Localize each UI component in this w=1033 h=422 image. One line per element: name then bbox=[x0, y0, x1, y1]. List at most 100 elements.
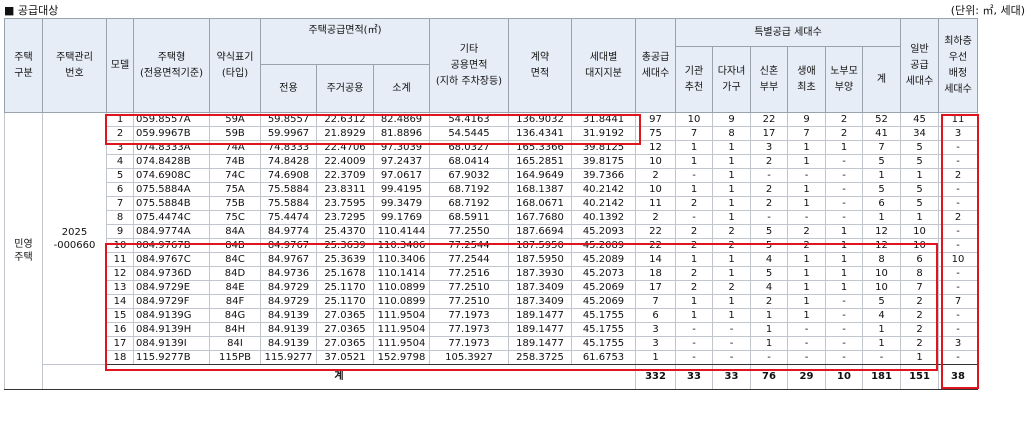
table-row: 11 084.9767C 84C 84.9767 25.3639 110.3406 77.2… bbox=[5, 252, 978, 267]
cell-other-common: 77.1973 bbox=[429, 322, 509, 337]
cell-contract-area: 258.3725 bbox=[508, 350, 572, 365]
col-newlywed: 신혼 부부 bbox=[750, 46, 788, 113]
col-land-share: 세대별 대지지분 bbox=[571, 18, 636, 113]
cell-land-share: 45.2089 bbox=[571, 238, 636, 253]
cell-newlywed: - bbox=[750, 210, 788, 225]
cell-land-share: 40.2142 bbox=[571, 182, 636, 197]
cell-contract-area: 187.5950 bbox=[508, 252, 572, 267]
supply-table: 주택 구분 주택관리 번호 모델 주택형 (전용면적기준) 약식표기 (타입) … bbox=[4, 18, 978, 390]
cell-subtotal: 97.3039 bbox=[373, 140, 430, 155]
cell-multi-child: 8 bbox=[712, 126, 751, 141]
table-row: 8 075.4474C 75C 75.4474 23.7295 99.1769 68.591… bbox=[5, 210, 978, 225]
table-row: 12 084.9736D 84D 84.9736 25.1678 110.1414 77.2… bbox=[5, 266, 978, 281]
cell-general: 2 bbox=[900, 294, 939, 309]
table-row: 13 084.9729E 84E 84.9729 25.1170 110.0899 77.2… bbox=[5, 280, 978, 295]
cell-special-total: 6 bbox=[862, 196, 901, 211]
cell-subtotal: 152.9798 bbox=[373, 350, 430, 365]
cell-lowest-floor: - bbox=[938, 280, 978, 295]
cell-model: 2 bbox=[106, 126, 134, 141]
cell-residential-common: 27.0365 bbox=[316, 322, 374, 337]
col-total-supply: 총공급 세대수 bbox=[635, 18, 676, 113]
cell-lowest-floor: 2 bbox=[938, 168, 978, 183]
cell-contract-area: 187.5950 bbox=[508, 238, 572, 253]
cell-newlywed: 1 bbox=[750, 308, 788, 323]
cell-lowest-floor: 7 bbox=[938, 294, 978, 309]
cell-institution: 1 bbox=[675, 182, 713, 197]
cell-special-total: 4 bbox=[862, 308, 901, 323]
cell-house-type: 084.9736D bbox=[133, 266, 210, 281]
cell-lowest-floor: - bbox=[938, 238, 978, 253]
cell-house-type: 074.8428B bbox=[133, 154, 210, 169]
cell-special-total: 1 bbox=[862, 210, 901, 225]
cell-house-type: 075.5884B bbox=[133, 196, 210, 211]
cell-residential-common: 22.4706 bbox=[316, 140, 374, 155]
table-row: 17 084.9139I 84I 84.9139 27.0365 111.9504 77.1… bbox=[5, 336, 978, 351]
cell-subtotal: 110.0899 bbox=[373, 280, 430, 295]
cell-contract-area: 136.4341 bbox=[508, 126, 572, 141]
cell-model: 15 bbox=[106, 308, 134, 323]
cell-land-share: 31.8441 bbox=[571, 112, 636, 127]
cell-newlywed: 1 bbox=[750, 322, 788, 337]
cell-land-share: 39.8125 bbox=[571, 140, 636, 155]
cell-residential-common: 25.1678 bbox=[316, 266, 374, 281]
cell-residential-common: 23.8311 bbox=[316, 182, 374, 197]
cell-type-label: 74C bbox=[209, 168, 261, 183]
cell-type-label: 84I bbox=[209, 336, 261, 351]
cell-model: 8 bbox=[106, 210, 134, 225]
cell-model: 14 bbox=[106, 294, 134, 309]
cell-institution: 2 bbox=[675, 280, 713, 295]
cell-institution: 1 bbox=[675, 154, 713, 169]
cell-general: 10 bbox=[900, 238, 939, 253]
table-head: 주택 구분 주택관리 번호 모델 주택형 (전용면적기준) 약식표기 (타입) … bbox=[4, 18, 978, 113]
cell-newlywed: 5 bbox=[750, 224, 788, 239]
cell-special-total: 12 bbox=[862, 224, 901, 239]
section-title: ■ 공급대상 bbox=[4, 4, 59, 17]
cell-model: 17 bbox=[106, 336, 134, 351]
total-newlywed: 76 bbox=[750, 364, 788, 390]
col-special-total: 계 bbox=[862, 46, 901, 113]
unit-note: (단위: ㎡, 세대) bbox=[950, 4, 1025, 17]
cell-total-supply: 22 bbox=[635, 224, 676, 239]
col-exclusive: 전용 bbox=[260, 64, 317, 113]
table-row: 10 084.9767B 84B 84.9767 25.3639 110.3406 77.2… bbox=[5, 238, 978, 253]
cell-model: 5 bbox=[106, 168, 134, 183]
cell-special-total: 10 bbox=[862, 266, 901, 281]
cell-land-share: 40.2142 bbox=[571, 196, 636, 211]
cell-lowest-floor: - bbox=[938, 266, 978, 281]
cell-other-common: 77.2510 bbox=[429, 294, 509, 309]
cell-lowest-floor: - bbox=[938, 196, 978, 211]
table-row: 18 115.9277B 115PB 115.9277 37.0521 152.9798 1… bbox=[5, 350, 978, 365]
cell-land-share: 31.9192 bbox=[571, 126, 636, 141]
total-multi-child: 33 bbox=[712, 364, 751, 390]
cell-type-label: 74A bbox=[209, 140, 261, 155]
cell-newlywed: 2 bbox=[750, 182, 788, 197]
cell-institution: - bbox=[675, 168, 713, 183]
cell-model: 3 bbox=[106, 140, 134, 155]
cell-newlywed: 1 bbox=[750, 336, 788, 351]
cell-residential-common: 25.3639 bbox=[316, 252, 374, 267]
cell-elderly-parent: - bbox=[825, 336, 863, 351]
cell-subtotal: 81.8896 bbox=[373, 126, 430, 141]
cell-multi-child: - bbox=[712, 336, 751, 351]
cell-residential-common: 25.1170 bbox=[316, 294, 374, 309]
cell-model: 4 bbox=[106, 154, 134, 169]
cell-house-type: 074.6908C bbox=[133, 168, 210, 183]
cell-institution: 2 bbox=[675, 238, 713, 253]
cell-total-supply: 18 bbox=[635, 266, 676, 281]
cell-institution: 10 bbox=[675, 112, 713, 127]
cell-lowest-floor: - bbox=[938, 182, 978, 197]
cell-total-supply: 22 bbox=[635, 238, 676, 253]
cell-house-type: 084.9139H bbox=[133, 322, 210, 337]
cell-contract-area: 189.1477 bbox=[508, 322, 572, 337]
cell-subtotal: 111.9504 bbox=[373, 308, 430, 323]
cell-total-supply: 17 bbox=[635, 280, 676, 295]
cell-total-supply: 12 bbox=[635, 140, 676, 155]
cell-land-share: 45.1755 bbox=[571, 322, 636, 337]
cell-first-life: 9 bbox=[787, 112, 826, 127]
cell-exclusive: 84.9774 bbox=[260, 224, 317, 239]
cell-subtotal: 99.1769 bbox=[373, 210, 430, 225]
cell-model: 10 bbox=[106, 238, 134, 253]
cell-house-type: 115.9277B bbox=[133, 350, 210, 365]
cell-model: 18 bbox=[106, 350, 134, 365]
cell-institution: 1 bbox=[675, 294, 713, 309]
